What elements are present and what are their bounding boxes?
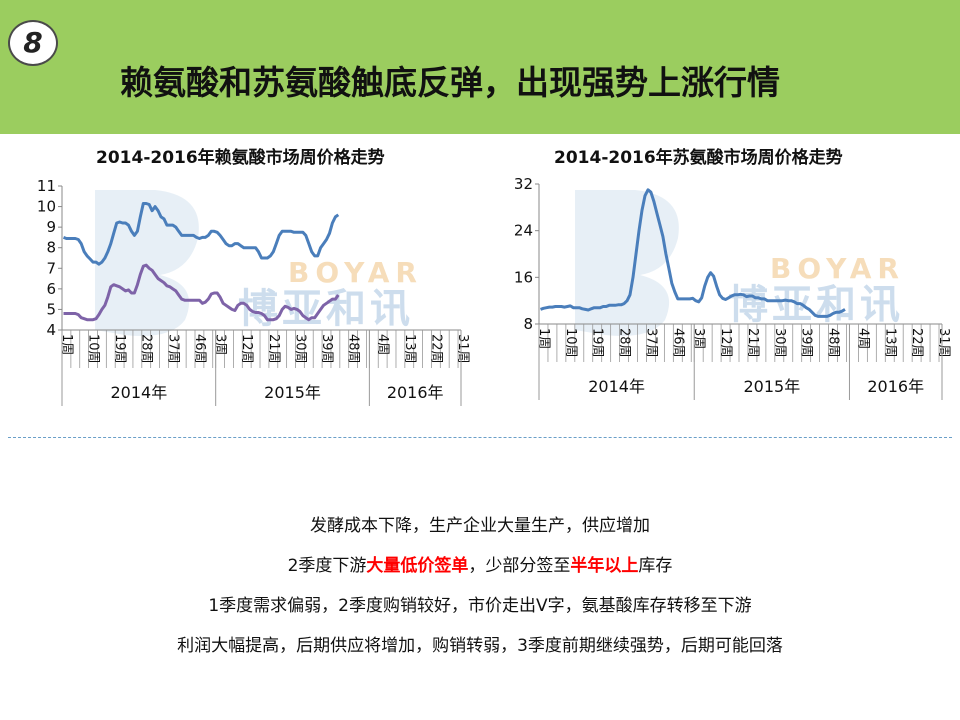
boyar-logo-shape [95,190,199,336]
y-tick-label: 10 [37,198,56,216]
x-tick-label: 4周 [855,328,870,349]
header-banner: 8 赖氨酸和苏氨酸触底反弹，出现强势上涨行情 [0,0,960,134]
x-tick-label: 12周 [718,328,733,358]
x-tick-label: 48周 [826,328,841,358]
summary-notes: 发酵成本下降，生产企业大量生产，供应增加 2季度下游大量低价签单，少部分签至半年… [0,512,960,672]
note-line-3: 1季度需求偏弱，2季度购销较好，市价走出V字，氨基酸库存转移至下游 [208,596,752,616]
year-label: 2016年 [867,377,924,396]
note-line-2-part-b: ，少部分签至 [468,556,571,576]
threonine-chart-title: 2014-2016年苏氨酸市场周价格走势 [554,148,843,168]
x-tick-label: 22周 [428,334,443,364]
slide-number-badge: 8 [8,20,58,66]
note-line-2-part-c: 库存 [638,556,673,576]
x-tick-label: 21周 [745,328,760,358]
series-line-0 [62,202,340,266]
threonine-watermark: BOYAR 博亚和讯 [575,190,905,336]
x-tick-label: 3周 [213,334,228,355]
x-tick-label: 10周 [563,328,578,358]
year-label: 2016年 [387,383,444,402]
y-tick-label: 16 [514,268,533,286]
x-tick-label: 1周 [536,328,551,349]
x-tick-label: 46周 [192,334,207,364]
page-title: 赖氨酸和苏氨酸触底反弹，出现强势上涨行情 [120,63,780,102]
x-tick-label: 28周 [617,328,632,358]
y-tick-label: 9 [46,218,56,236]
year-label: 2014年 [588,377,645,396]
x-tick-label: 39周 [319,334,334,364]
x-tick-label: 12周 [239,334,254,364]
x-tick-label: 30周 [772,328,787,358]
x-tick-label: 48周 [346,334,361,364]
note-line-2: 2季度下游大量低价签单，少部分签至半年以上库存 [0,552,960,580]
x-tick-label: 10周 [86,334,101,364]
x-tick-label: 37周 [165,334,180,364]
y-tick-label: 8 [46,239,56,257]
y-tick-label: 8 [523,315,533,333]
lysine-price-chart: BOYAR 博亚和讯 4 5 6 7 8 9 10 11 1周 10周 19周 28周 37周 46周 3… [37,177,470,406]
x-tick-label: 19周 [590,328,605,358]
y-tick-label: 4 [46,321,56,339]
threonine-price-chart: BOYAR 博亚和讯 8 16 24 32 1周 10周 19周 28周 37周 46周 3周 12… [514,175,951,400]
x-tick-label: 3周 [691,328,706,349]
y-tick-label: 7 [46,259,56,277]
watermark-cn: 博亚和讯 [728,282,904,328]
note-line-2-part-a: 2季度下游 [287,556,367,576]
x-tick-label: 31周 [455,334,470,364]
year-label: 2015年 [743,377,800,396]
x-tick-label: 19周 [112,334,127,364]
section-divider [8,437,952,438]
year-label: 2014年 [110,383,167,402]
y-tick-label: 11 [37,177,56,195]
series-line-1 [63,263,340,322]
x-tick-label: 22周 [909,328,924,358]
x-tick-label: 13周 [882,328,897,358]
x-tick-label: 4周 [375,334,390,355]
note-highlight-low-price-orders: 大量低价签单 [366,556,469,576]
y-tick-label: 5 [46,300,56,318]
x-tick-label: 13周 [402,334,417,364]
watermark-en: BOYAR [770,252,905,285]
note-line-1: 发酵成本下降，生产企业大量生产，供应增加 [310,516,650,536]
x-tick-label: 1周 [59,334,74,355]
x-tick-label: 46周 [670,328,685,358]
year-label: 2015年 [264,383,321,402]
x-tick-label: 30周 [292,334,307,364]
watermark-en: BOYAR [288,256,423,289]
note-line-4: 利润大幅提高，后期供应将增加，购销转弱，3季度前期继续强势，后期可能回落 [177,636,783,656]
watermark-cn: 博亚和讯 [238,286,414,332]
x-tick-label: 28周 [139,334,154,364]
y-tick-label: 24 [514,222,533,240]
x-tick-label: 37周 [643,328,658,358]
x-tick-label: 39周 [799,328,814,358]
lysine-chart-title: 2014-2016年赖氨酸市场周价格走势 [96,148,385,168]
x-tick-label: 31周 [936,328,951,358]
y-tick-label: 6 [46,280,56,298]
y-tick-label: 32 [514,175,533,193]
note-highlight-half-year: 半年以上 [570,556,639,576]
x-tick-label: 21周 [266,334,281,364]
boyar-logo-shape [575,190,679,336]
series-line-0 [539,188,846,318]
